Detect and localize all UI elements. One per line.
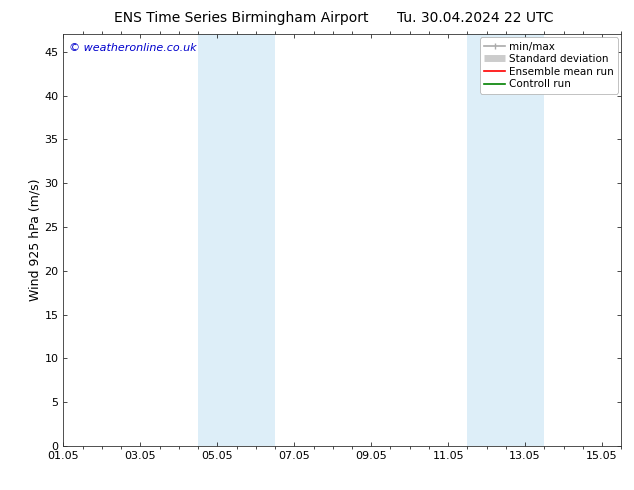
Text: © weatheronline.co.uk: © weatheronline.co.uk xyxy=(69,43,197,52)
Y-axis label: Wind 925 hPa (m/s): Wind 925 hPa (m/s) xyxy=(29,179,42,301)
Text: ENS Time Series Birmingham Airport: ENS Time Series Birmingham Airport xyxy=(113,11,368,25)
Text: Tu. 30.04.2024 22 UTC: Tu. 30.04.2024 22 UTC xyxy=(398,11,553,25)
Bar xyxy=(198,34,275,446)
Legend: min/max, Standard deviation, Ensemble mean run, Controll run: min/max, Standard deviation, Ensemble me… xyxy=(480,37,618,94)
Bar xyxy=(467,34,545,446)
